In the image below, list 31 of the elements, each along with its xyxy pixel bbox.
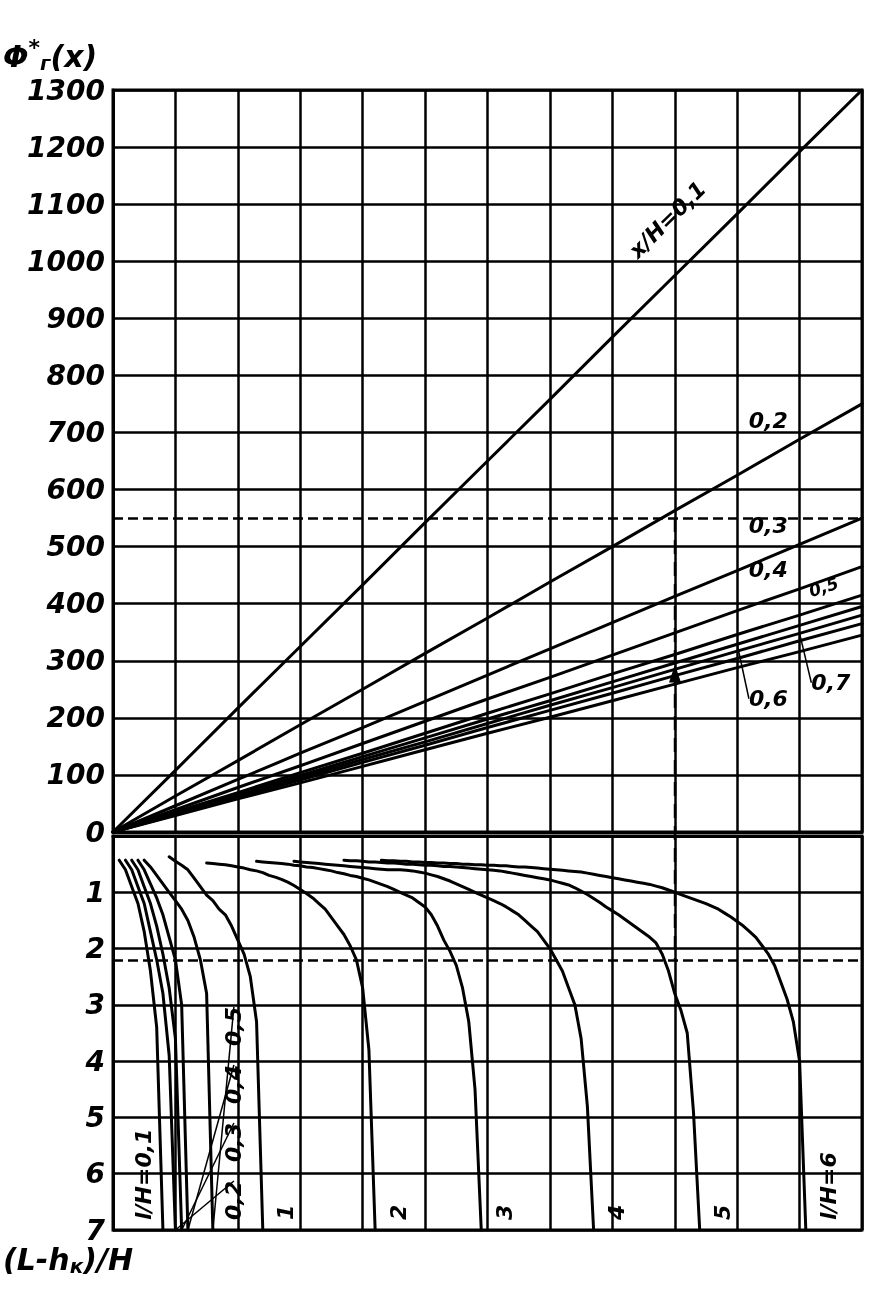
y-tick-label: 400	[45, 587, 105, 621]
y-tick-label: 1	[85, 875, 105, 909]
y-tick-label: 1300	[27, 73, 105, 107]
legend-label: 0,6	[748, 686, 788, 712]
y-tick-label: 700	[46, 415, 105, 449]
y-tick-label: 800	[46, 358, 105, 392]
y-tick-label: 900	[46, 301, 105, 335]
y-tick-label: 300	[46, 644, 105, 678]
y-tick-label: 3	[85, 988, 105, 1022]
text: l/H=0,1	[131, 1128, 157, 1220]
text: 2	[385, 1204, 411, 1220]
y-tick-label: 6	[85, 1157, 105, 1191]
y-tick-label: 200	[46, 701, 105, 735]
y-tick-label: 1200	[27, 130, 105, 164]
y-tick-label: 500	[46, 530, 105, 564]
y-tick-label: 1100	[27, 187, 105, 221]
y-tick-label: 5	[85, 1100, 105, 1134]
text: 5	[710, 1204, 736, 1220]
y-tick-label: 2	[85, 932, 105, 966]
y-tick-label: 600	[46, 473, 105, 507]
text: 1	[273, 1204, 299, 1220]
y-tick-label: 7	[85, 1213, 106, 1247]
y-tick-label: 1000	[27, 244, 105, 278]
series-label: 0,7	[811, 670, 852, 696]
series-label: 0,3	[748, 512, 788, 538]
text: l/H=6	[816, 1152, 842, 1220]
y-tick-label: 4	[84, 1044, 105, 1078]
text: 3	[491, 1204, 517, 1220]
y-tick-label: 100	[46, 758, 105, 792]
series-label: 0,2	[748, 407, 788, 433]
y-tick-label: 0	[85, 815, 105, 849]
